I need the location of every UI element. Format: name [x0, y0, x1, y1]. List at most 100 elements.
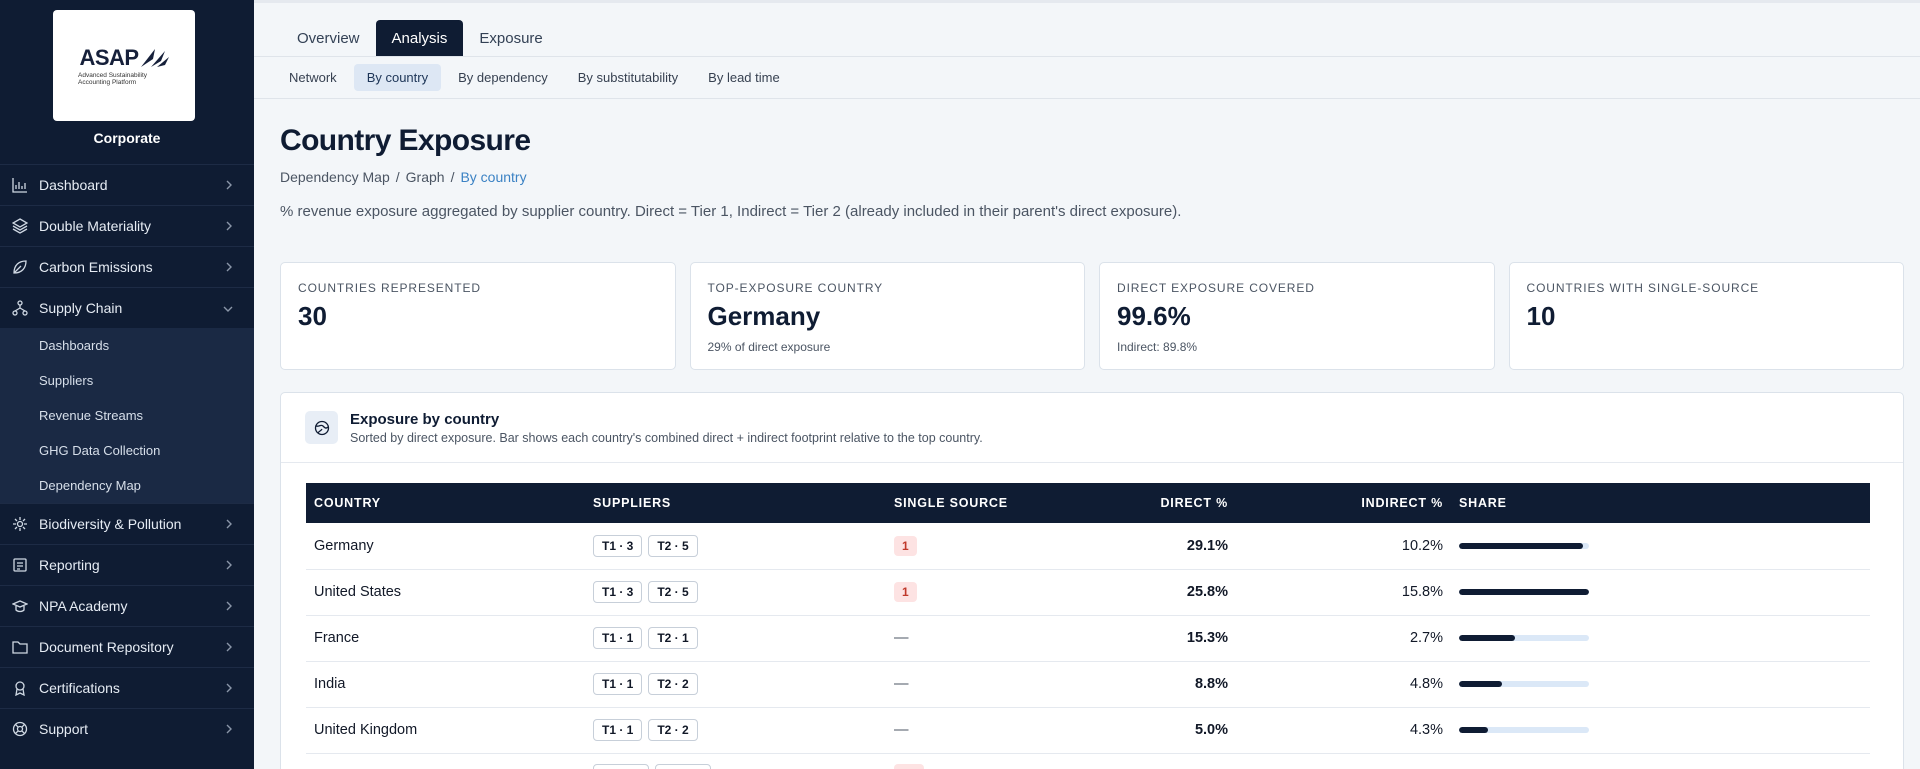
breadcrumb-separator: /	[450, 169, 455, 185]
kpi-label: TOP-EXPOSURE COUNTRY	[707, 281, 884, 295]
page-description: % revenue exposure aggregated by supplie…	[280, 203, 1182, 220]
column-header-indirect[interactable]: INDIRECT %	[1361, 496, 1443, 510]
share-bar-fill	[1459, 727, 1488, 733]
sidebar-item-label: Dashboard	[39, 177, 108, 193]
single-source-badge	[894, 764, 924, 769]
logo[interactable]: ASAP Advanced Sustainability Accounting …	[53, 10, 195, 121]
sidebar-item-supply-chain[interactable]: Supply Chain	[0, 287, 254, 328]
kpi-row: COUNTRIES REPRESENTED 30 TOP-EXPOSURE CO…	[280, 262, 1904, 370]
table-row[interactable]: Germany T1 · 3 T2 · 5 1 29.1% 10.2%	[306, 523, 1870, 569]
country-cell	[306, 753, 585, 769]
tier1-pill: T1 · 3	[593, 534, 643, 557]
share-bar	[1459, 589, 1589, 595]
country-table: COUNTRY SUPPLIERS SINGLE SOURCE DIRECT %…	[306, 483, 1870, 769]
country-cell: India	[314, 676, 346, 692]
sidebar-item-dashboard[interactable]: Dashboard	[0, 164, 254, 205]
supply-chain-submenu: Dashboards Suppliers Revenue Streams GHG…	[0, 328, 254, 503]
direct-cell: 25.8%	[1186, 584, 1228, 600]
chevron-down-icon	[222, 301, 234, 317]
panel-title: Exposure by country	[350, 410, 500, 428]
kpi-card: COUNTRIES WITH SINGLE-SOURCE 10	[1508, 262, 1904, 370]
sidebar-item-double-materiality[interactable]: Double Materiality	[0, 205, 254, 246]
column-header-suppliers[interactable]: SUPPLIERS	[593, 496, 672, 510]
tab-exposure[interactable]: Exposure	[479, 29, 543, 47]
table-row[interactable]: France T1 · 1 T2 · 1 — 15.3% 2.7%	[306, 615, 1870, 661]
tab-overview[interactable]: Overview	[297, 29, 360, 47]
share-bar-fill	[1459, 542, 1583, 549]
share-bar	[1459, 542, 1589, 549]
sidebar-item-npa-academy[interactable]: NPA Academy	[0, 585, 254, 626]
share-cell	[1451, 707, 1870, 753]
sidebar-subitem-dashboards[interactable]: Dashboards	[39, 338, 110, 353]
sidebar-item-document-repository[interactable]: Document Repository	[0, 626, 254, 667]
chevron-right-icon	[224, 558, 234, 574]
sidebar-item-reporting[interactable]: Reporting	[0, 544, 254, 585]
award-icon	[10, 678, 30, 698]
bio-icon	[10, 514, 30, 534]
sidebar-subitem-suppliers[interactable]: Suppliers	[39, 373, 94, 388]
logo-subtitle: Advanced Sustainability Accounting Platf…	[78, 72, 148, 86]
tab-analysis[interactable]: Analysis	[375, 20, 464, 56]
breadcrumb-current: By country	[460, 169, 527, 185]
sidebar-item-label: Carbon Emissions	[39, 259, 153, 275]
indirect-cell: 4.3%	[1409, 722, 1443, 738]
subtab-bar: Network By country By dependency By subs…	[254, 57, 1920, 99]
kpi-value: 99.6%	[1117, 301, 1191, 331]
subtab-by-substitutability[interactable]: By substitutability	[577, 70, 679, 85]
table-row[interactable]	[306, 753, 1870, 769]
suppliers-cell: T1 · 1 T2 · 2	[585, 707, 886, 753]
column-header-direct[interactable]: DIRECT %	[1160, 496, 1228, 510]
table-row[interactable]: India T1 · 1 T2 · 2 — 8.8% 4.8%	[306, 661, 1870, 707]
subtab-network[interactable]: Network	[289, 70, 337, 85]
breadcrumb-item[interactable]: Dependency Map	[280, 169, 390, 185]
sidebar-subitem-ghg-data-collection[interactable]: GHG Data Collection	[39, 443, 161, 458]
country-cell: United States	[314, 584, 402, 600]
single-source-cell: 1	[886, 569, 1116, 615]
single-source-badge: 1	[894, 535, 917, 556]
chevron-right-icon	[224, 260, 234, 276]
sidebar-item-carbon-emissions[interactable]: Carbon Emissions	[0, 246, 254, 287]
kpi-note: Indirect: 89.8%	[1117, 340, 1198, 354]
kpi-label: COUNTRIES REPRESENTED	[298, 281, 481, 295]
subtab-by-lead-time[interactable]: By lead time	[708, 70, 780, 85]
column-header-share[interactable]: SHARE	[1459, 496, 1507, 510]
single-source-cell: —	[894, 630, 909, 646]
chart-icon	[10, 175, 30, 195]
breadcrumb-separator: /	[395, 169, 400, 185]
breadcrumb: Dependency Map / Graph / By country	[280, 169, 1904, 185]
chevron-right-icon	[224, 517, 234, 533]
folder-icon	[10, 637, 30, 657]
page-title: Country Exposure	[280, 124, 531, 157]
tier2-pill: T2 · 2	[648, 673, 698, 695]
share-bar	[1459, 727, 1589, 733]
tier2-pill	[655, 764, 711, 769]
subtab-by-dependency[interactable]: By dependency	[458, 70, 548, 85]
sidebar-subitem-dependency-map[interactable]: Dependency Map	[39, 478, 141, 493]
breadcrumb-item[interactable]: Graph	[405, 169, 445, 185]
share-cell	[1451, 569, 1870, 615]
sidebar-nav: Dashboard Double Materiality Carbon Emis…	[0, 164, 254, 749]
sidebar-item-label: Reporting	[39, 557, 100, 573]
chevron-right-icon	[224, 178, 234, 194]
column-header-country[interactable]: COUNTRY	[314, 496, 381, 510]
report-icon	[10, 555, 30, 575]
suppliers-cell: T1 · 1 T2 · 2	[585, 661, 886, 707]
single-source-cell: —	[894, 722, 909, 738]
tier2-pill: T2 · 5	[648, 534, 698, 557]
table-row[interactable]: United Kingdom T1 · 1 T2 · 2 — 5.0% 4.3%	[306, 707, 1870, 753]
country-cell: Germany	[314, 537, 374, 554]
direct-cell: 15.3%	[1186, 630, 1228, 646]
chevron-right-icon	[224, 219, 234, 235]
logo-text: ASAP	[79, 45, 139, 70]
sidebar-item-certifications[interactable]: Certifications	[0, 667, 254, 708]
subtab-by-country[interactable]: By country	[353, 64, 442, 91]
sidebar-item-support[interactable]: Support	[0, 708, 254, 749]
tab-bar: Overview Analysis Exposure	[254, 3, 1920, 57]
indirect-cell: 4.8%	[1409, 676, 1443, 692]
table-row[interactable]: United States T1 · 3 T2 · 5 1 25.8% 15.8%	[306, 569, 1870, 615]
sidebar-item-label: Double Materiality	[39, 218, 152, 234]
sidebar-subitem-revenue-streams[interactable]: Revenue Streams	[39, 408, 144, 423]
sidebar-item-label: Certifications	[39, 680, 120, 696]
sidebar-item-biodiversity[interactable]: Biodiversity & Pollution	[0, 503, 254, 544]
column-header-single-source[interactable]: SINGLE SOURCE	[894, 496, 1008, 510]
